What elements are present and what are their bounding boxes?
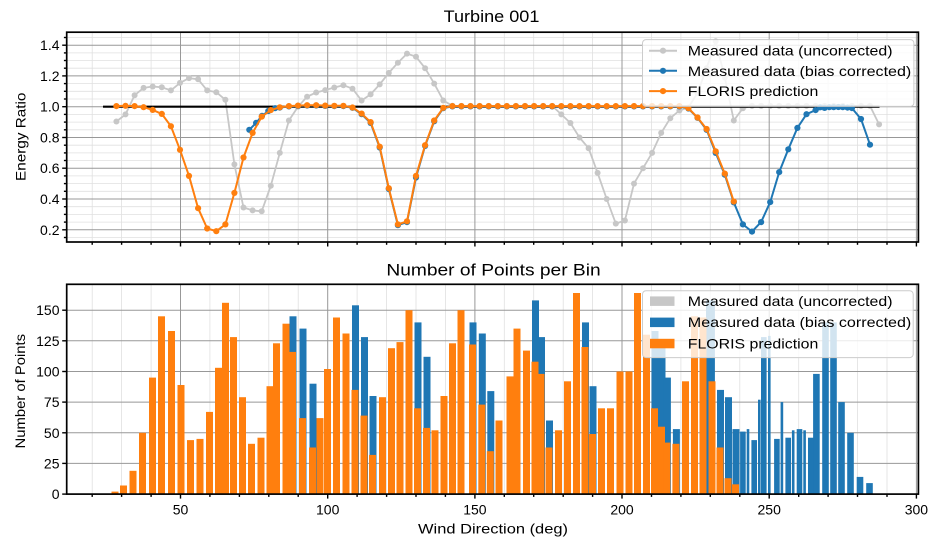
svg-text:25: 25: [44, 455, 60, 471]
svg-text:125: 125: [36, 333, 60, 349]
svg-text:Number of Points: Number of Points: [12, 334, 28, 449]
svg-text:Measured data (bias corrected): Measured data (bias corrected): [688, 314, 912, 330]
svg-text:1.4: 1.4: [40, 37, 60, 53]
svg-text:150: 150: [463, 502, 487, 518]
svg-text:0.6: 0.6: [40, 160, 60, 176]
svg-text:150: 150: [36, 302, 60, 318]
svg-text:Energy Ratio: Energy Ratio: [12, 92, 28, 181]
svg-text:1.0: 1.0: [40, 99, 60, 115]
svg-text:0.8: 0.8: [40, 130, 60, 146]
svg-text:100: 100: [316, 502, 340, 518]
svg-text:1.2: 1.2: [40, 68, 60, 84]
svg-text:0.2: 0.2: [40, 222, 60, 238]
svg-text:50: 50: [44, 425, 60, 441]
svg-text:Measured data (uncorrected): Measured data (uncorrected): [688, 293, 893, 309]
svg-text:300: 300: [905, 502, 929, 518]
svg-text:100: 100: [36, 364, 60, 380]
svg-text:75: 75: [44, 394, 60, 410]
svg-text:200: 200: [610, 502, 634, 518]
svg-text:Measured data (uncorrected): Measured data (uncorrected): [688, 43, 893, 59]
svg-text:0: 0: [52, 486, 60, 502]
svg-text:250: 250: [758, 502, 782, 518]
svg-text:FLORIS prediction: FLORIS prediction: [688, 335, 819, 351]
svg-text:Number of Points per Bin: Number of Points per Bin: [386, 261, 600, 280]
svg-text:FLORIS prediction: FLORIS prediction: [688, 83, 819, 99]
svg-text:50: 50: [173, 502, 189, 518]
svg-text:Wind Direction (deg): Wind Direction (deg): [418, 521, 568, 537]
svg-text:Measured data (bias corrected): Measured data (bias corrected): [688, 63, 912, 79]
svg-text:Turbine 001: Turbine 001: [444, 7, 540, 26]
svg-text:0.4: 0.4: [40, 191, 60, 207]
